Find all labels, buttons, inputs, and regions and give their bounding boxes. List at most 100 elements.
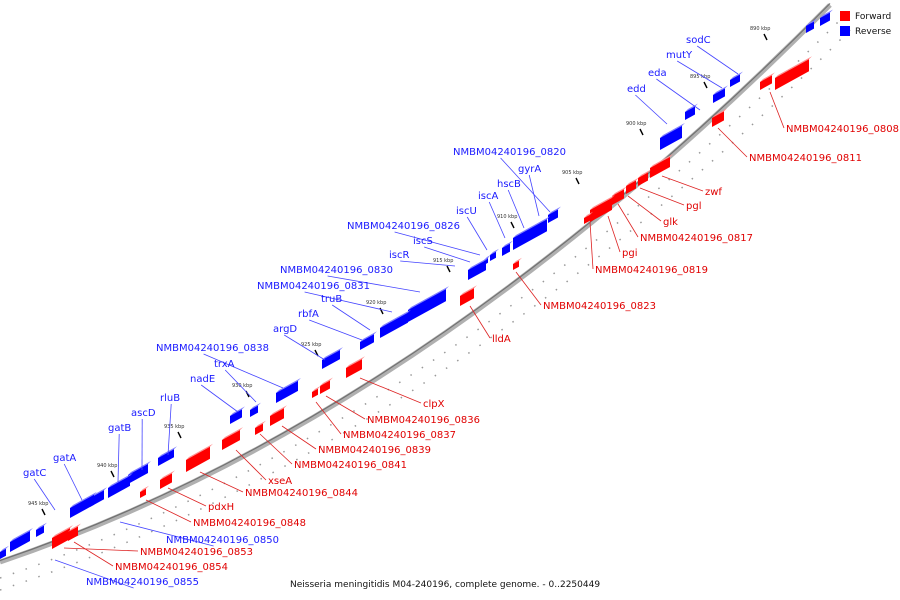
gene-label-forward: clpX	[423, 399, 445, 410]
gene-label-reverse: trxA	[214, 359, 235, 370]
leader-line	[117, 433, 120, 483]
gene-label-reverse: gyrA	[518, 164, 541, 175]
leader-line	[359, 377, 422, 404]
leader-line	[627, 195, 662, 222]
gene-label-reverse: gatB	[108, 423, 131, 434]
gene-label-reverse: NMBM04240196_0820	[453, 147, 566, 158]
gene-block	[650, 154, 673, 178]
gene-block	[775, 56, 812, 90]
leader-line	[327, 275, 421, 293]
leader-line	[424, 246, 471, 263]
leader-line	[488, 201, 506, 239]
leader-line	[400, 260, 456, 267]
gene-block	[320, 377, 333, 394]
gene-block	[186, 443, 213, 472]
leader-line	[656, 78, 701, 111]
gene-label-forward: NMBM04240196_0841	[294, 460, 407, 471]
leader-line	[200, 384, 239, 413]
gene-block	[160, 470, 175, 489]
gene-label-forward: NMBM04240196_0819	[595, 265, 708, 276]
tick-mark	[575, 177, 580, 185]
tick-label: 900 kbp	[626, 121, 646, 127]
backbone	[0, 3, 832, 565]
gene-block	[380, 309, 411, 338]
leader-line	[63, 547, 139, 552]
scale-ticks: 890 kbp 895 kbp 900 kbp 905 kbp 910 kbp 915 k…	[28, 26, 770, 516]
tick-mark	[110, 470, 115, 478]
leader-line	[661, 175, 704, 192]
leader-line	[717, 127, 748, 158]
gene-block	[468, 257, 489, 280]
gene-block	[513, 216, 550, 250]
gene-block	[346, 356, 365, 378]
gene-block	[360, 331, 377, 350]
gene-label-forward: xseA	[268, 476, 292, 487]
gene-label-reverse: NMBM04240196_0838	[156, 343, 269, 354]
legend-reverse-swatch	[840, 26, 850, 36]
leader-line	[281, 425, 317, 450]
tick-label: 930 kbp	[232, 383, 252, 389]
gene-block	[713, 85, 728, 103]
gene-label-reverse: truB	[321, 294, 342, 305]
tick-label: 910 kbp	[497, 214, 517, 220]
tick-mark	[446, 265, 451, 273]
leader-line	[315, 401, 342, 435]
legend-forward-swatch	[840, 11, 850, 21]
tick-label: 890 kbp	[750, 26, 770, 32]
gene-block	[685, 103, 698, 120]
leader-line	[469, 305, 491, 339]
gene-block	[460, 285, 477, 306]
gene-label-forward: NMBM04240196_0844	[245, 488, 358, 499]
leader-line	[119, 521, 214, 547]
leader-line	[283, 334, 326, 361]
gene-block	[322, 347, 343, 369]
gene-label-forward: lldA	[492, 334, 511, 345]
gene-label-reverse: sodC	[686, 35, 711, 46]
gene-block	[312, 385, 321, 398]
leader-line	[769, 91, 785, 129]
gene-block	[490, 248, 499, 261]
leader-line	[199, 471, 244, 493]
leader-line	[309, 319, 363, 341]
leader-line	[167, 487, 207, 507]
leader-line	[63, 463, 83, 501]
leader-line	[54, 559, 134, 589]
gene-label-forward: NMBM04240196_0854	[115, 562, 228, 573]
tick-mark	[703, 81, 708, 89]
gene-label-reverse: nadE	[190, 374, 215, 385]
gene-block	[660, 122, 685, 150]
gene-label-reverse: NMBM04240196_0826	[347, 221, 460, 232]
leader-line	[203, 353, 284, 389]
leader-line	[500, 157, 551, 213]
gene-block	[584, 211, 593, 224]
leader-line	[235, 449, 267, 481]
forward-labels: NMBM04240196_0808 NMBM04240196_0811zwfpgl…	[63, 91, 899, 573]
leader-line	[696, 45, 739, 75]
gene-label-reverse: NMBM04240196_0855	[86, 577, 199, 588]
gene-label-reverse: edd	[627, 84, 646, 95]
gene-block	[52, 525, 73, 549]
gene-block	[513, 257, 522, 270]
gene-label-forward: zwf	[705, 187, 722, 198]
gene-label-reverse: hscB	[497, 179, 521, 190]
gene-block	[548, 206, 561, 223]
gene-block	[128, 461, 151, 484]
tick-mark	[510, 221, 515, 229]
gene-block	[230, 406, 245, 424]
gene-block	[626, 177, 639, 194]
gene-label-reverse: mutY	[666, 50, 693, 61]
leader-line	[589, 221, 594, 270]
leader-line	[33, 478, 56, 511]
reverse-genes	[0, 9, 833, 559]
gene-label-forward: pgi	[622, 248, 637, 259]
gene-label-reverse: iscR	[389, 250, 409, 261]
leader-line	[145, 499, 192, 523]
gene-label-reverse: eda	[648, 68, 667, 79]
gene-label-reverse: NMBM04240196_0850	[166, 535, 279, 546]
gene-label-forward: pdxH	[208, 502, 234, 513]
gene-label-forward: NMBM04240196_0848	[193, 518, 306, 529]
leader-line	[617, 203, 639, 238]
gene-block	[760, 72, 775, 90]
